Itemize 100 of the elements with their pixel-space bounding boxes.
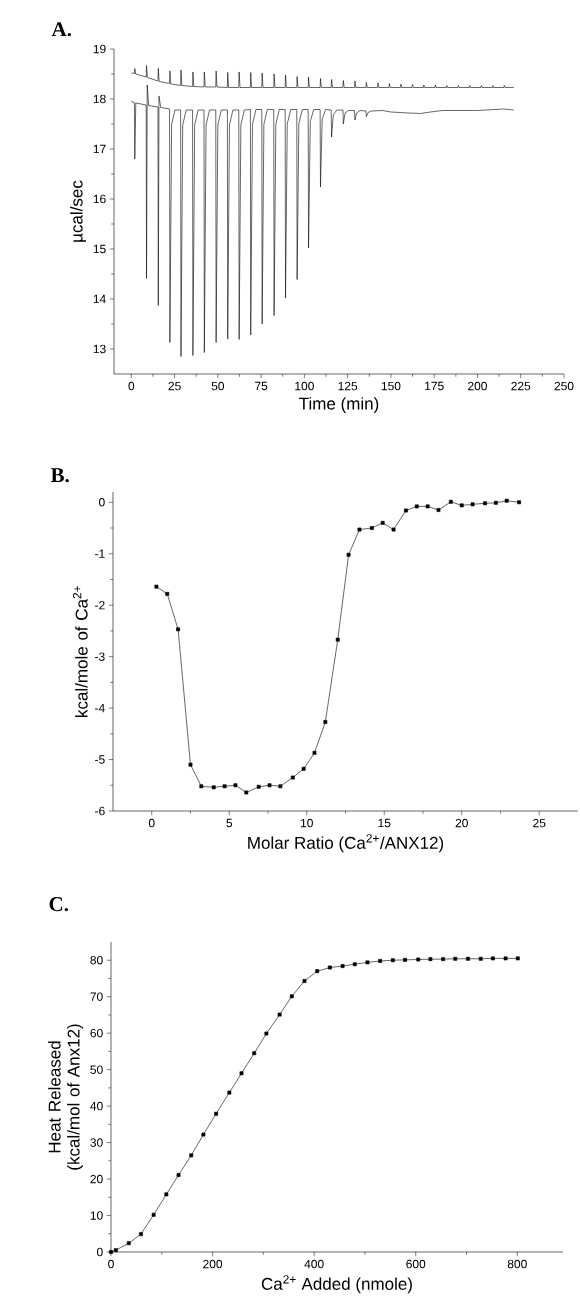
x-tick-label: 125 [338,381,358,391]
point [436,508,441,512]
y-tick-label: -5 [95,755,105,764]
y-tick-label: 30 [90,1138,103,1147]
point [459,503,464,508]
point [327,965,332,970]
point [113,1248,118,1253]
point [222,784,227,789]
point [151,1212,156,1217]
x-tick-label: 200 [203,1259,223,1269]
x-tick-label: 100 [295,381,314,391]
point [357,527,362,532]
x-tick-label: 400 [304,1259,324,1269]
x-tick-label: 200 [468,381,487,391]
line-series [131,65,515,88]
x-tick-label: 25 [533,818,546,828]
point [301,766,306,771]
point [264,1031,269,1036]
point [302,979,307,983]
point [380,520,385,525]
point [277,1012,282,1017]
point [391,527,396,532]
point [483,501,487,506]
point [478,956,483,961]
point [414,504,419,509]
point [165,591,170,596]
y-axis-title: kcal/mole of Ca$^{2+}$ [72,586,88,717]
y-tick-label: -1 [95,549,105,558]
point [189,1153,194,1158]
chart-title: A. [51,22,72,37]
y-tick-label: 40 [90,1101,103,1111]
point [201,1132,206,1137]
y-tick-label: 20 [90,1174,103,1184]
x-tick-label: 15 [378,818,391,828]
point [139,1232,143,1237]
point [425,504,430,509]
x-tick-label: 175 [425,381,444,391]
point [340,964,345,968]
y-tick-label: 16 [93,194,106,204]
point [109,1250,113,1254]
y-tick-label: -3 [95,652,105,661]
x-tick-label: 20 [455,818,468,828]
point [491,956,495,961]
point [290,775,295,780]
x-tick-label: 10 [300,818,313,828]
point [176,627,180,632]
y-tick-label: 17 [93,144,106,154]
y-axis-title: Heat Released (kcal/mol of Anx12) [48,1024,83,1170]
point [428,957,433,962]
x-tick-label: 0 [128,381,135,391]
y-axis-title: µcal/sec [70,180,86,242]
point [470,502,475,507]
point [154,584,159,589]
point [233,783,238,788]
y-tick-label: 60 [90,1028,103,1038]
point [493,500,498,505]
line-series [131,84,515,357]
x-axis-title: Time (min) [299,397,379,413]
point [312,750,317,755]
y-tick-label: -6 [95,806,105,816]
point [323,720,328,724]
x-tick-label: 0 [148,818,155,828]
x-tick-label: 25 [168,381,181,391]
point [403,957,407,962]
point [289,994,294,999]
point [369,526,374,530]
x-tick-label: 250 [554,381,574,391]
y-tick-label: 10 [90,1211,103,1220]
point [352,962,357,967]
point [378,959,383,963]
point [227,1090,232,1095]
point [441,957,446,962]
x-tick-label: 600 [406,1259,426,1269]
x-tick-label: 50 [211,381,225,391]
x-tick-label: 150 [381,381,401,391]
point [188,762,193,767]
point [126,1241,131,1246]
y-tick-label: -4 [95,703,105,713]
point [239,1071,244,1076]
x-tick-label: 0 [108,1259,114,1269]
y-tick-label: -2 [95,601,105,610]
point [346,552,351,557]
x-tick-label: 75 [255,381,268,391]
point [164,1192,169,1197]
point [211,785,216,790]
y-tick-label: 15 [93,244,106,254]
point [256,784,261,789]
point [453,956,458,961]
point [199,784,204,789]
x-axis-title: Ca$^{2+}$ Added (nmole) [261,1275,412,1294]
y-tick-label: 50 [90,1065,103,1074]
chart-title: B. [50,468,69,483]
point [176,1173,181,1177]
point [416,957,421,962]
point [244,790,249,795]
point [517,500,521,505]
y-tick-label: 70 [90,992,103,1001]
chart-title: C. [49,897,69,912]
point [278,784,283,789]
y-tick-label: 14 [93,294,106,304]
